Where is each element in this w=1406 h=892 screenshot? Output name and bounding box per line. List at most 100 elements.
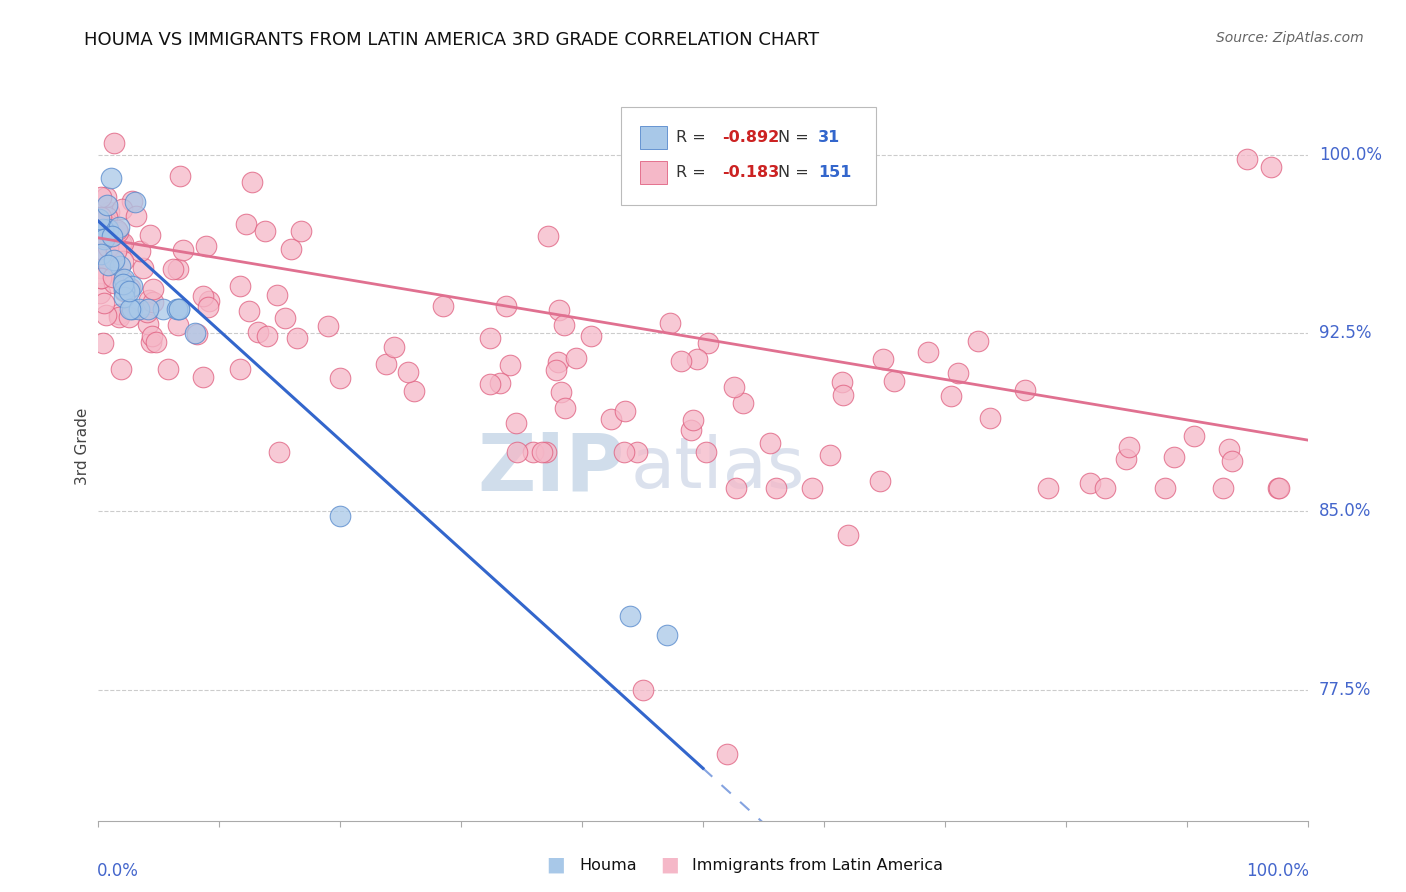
Point xyxy=(89,216,111,230)
Point xyxy=(91,335,114,350)
Point xyxy=(285,331,308,345)
Text: R =: R = xyxy=(676,130,711,145)
Point xyxy=(94,190,117,204)
Point xyxy=(90,271,112,285)
Point xyxy=(112,271,135,285)
Point xyxy=(96,198,118,212)
Point xyxy=(228,361,250,376)
Point xyxy=(121,194,143,208)
Point xyxy=(101,269,124,284)
Point xyxy=(125,209,148,223)
Point xyxy=(725,481,748,495)
FancyBboxPatch shape xyxy=(621,106,876,205)
Point xyxy=(101,228,124,243)
Point xyxy=(565,351,588,365)
Point xyxy=(97,257,120,271)
Point xyxy=(671,354,693,368)
Point xyxy=(167,262,190,277)
Point xyxy=(917,344,939,359)
Point xyxy=(172,243,194,257)
Point xyxy=(96,210,118,224)
Point xyxy=(837,528,859,542)
Point xyxy=(1118,441,1140,455)
Point xyxy=(256,329,278,343)
Text: atlas: atlas xyxy=(630,434,804,503)
Text: 151: 151 xyxy=(818,165,851,180)
Point xyxy=(97,222,120,236)
Point xyxy=(581,329,603,343)
Point xyxy=(1036,481,1059,495)
Point xyxy=(195,239,218,253)
Point xyxy=(1094,481,1116,495)
Point xyxy=(89,243,111,257)
Point xyxy=(96,219,118,233)
Point xyxy=(758,436,780,450)
Point xyxy=(136,317,159,331)
Point xyxy=(97,258,120,272)
Point xyxy=(118,280,141,294)
Point xyxy=(142,295,165,310)
Point xyxy=(716,747,738,761)
Point xyxy=(138,227,160,242)
Point xyxy=(979,410,1001,425)
Point xyxy=(90,261,112,276)
Point xyxy=(167,318,190,332)
Point xyxy=(318,318,340,333)
Point xyxy=(103,276,125,290)
Point xyxy=(600,412,623,426)
Text: Houma: Houma xyxy=(579,858,637,872)
Point xyxy=(121,279,143,293)
Point xyxy=(124,195,146,210)
Point xyxy=(695,445,717,459)
Point xyxy=(269,445,291,459)
Text: ZIP: ZIP xyxy=(477,429,624,508)
Point xyxy=(290,224,312,238)
Point xyxy=(479,331,502,345)
Point xyxy=(479,377,502,392)
Point xyxy=(90,190,112,204)
Point xyxy=(696,335,718,350)
Point xyxy=(112,290,135,304)
Text: ▪: ▪ xyxy=(659,851,679,880)
Point xyxy=(1218,442,1240,457)
Point xyxy=(1212,481,1234,495)
Point xyxy=(107,220,129,235)
Point xyxy=(166,302,188,317)
Point xyxy=(681,423,703,437)
Point xyxy=(869,475,891,489)
Point xyxy=(686,351,709,366)
Point xyxy=(90,247,112,261)
Point xyxy=(105,223,128,237)
Point xyxy=(818,448,841,462)
Point xyxy=(382,340,405,354)
Point xyxy=(506,445,529,459)
Point xyxy=(118,310,141,324)
Point xyxy=(141,329,163,343)
Text: 31: 31 xyxy=(818,130,841,145)
Point xyxy=(142,282,165,296)
Point xyxy=(162,261,184,276)
Point xyxy=(883,374,905,388)
Point xyxy=(112,284,135,298)
Point xyxy=(240,175,263,189)
Point xyxy=(103,136,125,150)
Point xyxy=(90,271,112,285)
Point xyxy=(118,302,141,317)
Point xyxy=(104,244,127,258)
Point xyxy=(531,445,554,459)
Point xyxy=(89,220,111,235)
Point xyxy=(550,384,572,399)
Point xyxy=(1267,481,1289,495)
Point xyxy=(136,302,159,317)
Point xyxy=(1115,452,1137,467)
Point xyxy=(186,326,208,341)
Point xyxy=(169,169,191,184)
Point xyxy=(522,445,544,459)
Point xyxy=(329,371,352,385)
Point xyxy=(631,682,654,697)
Point xyxy=(731,396,754,410)
Text: -0.183: -0.183 xyxy=(723,165,779,180)
Point xyxy=(94,229,117,244)
Point xyxy=(132,261,155,276)
Text: 100.0%: 100.0% xyxy=(1319,145,1382,163)
